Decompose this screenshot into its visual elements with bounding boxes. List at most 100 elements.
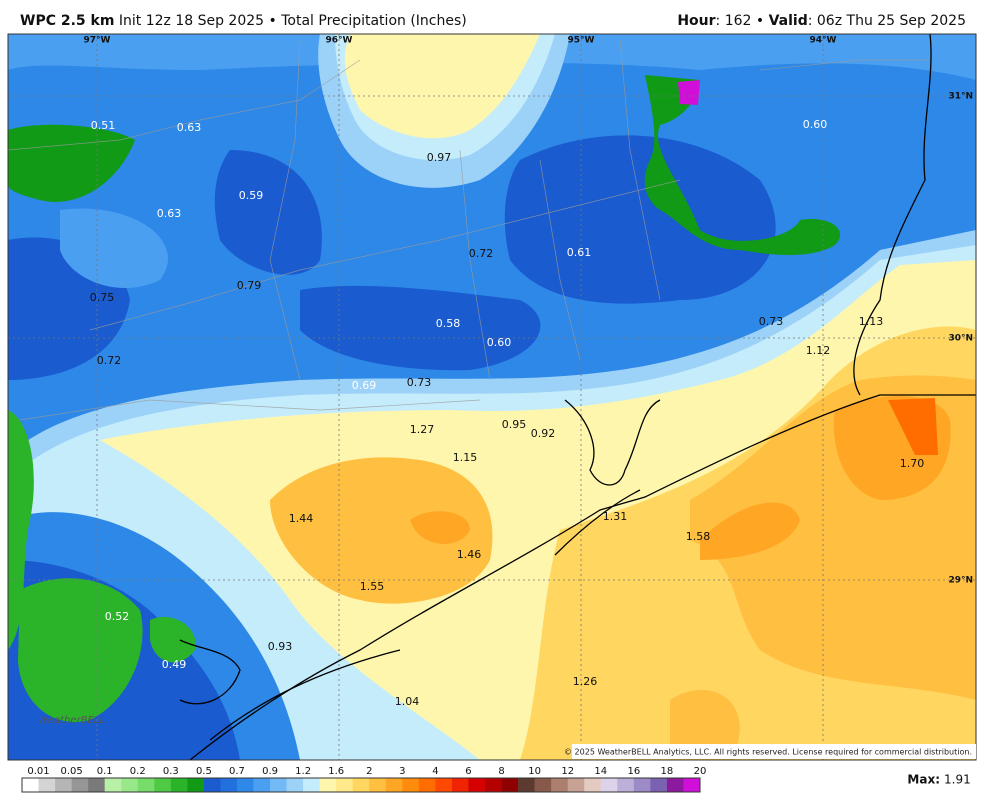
hour-label: Hour bbox=[677, 13, 715, 29]
header-right: Hour: 162 • Valid: 06z Thu 25 Sep 2025 bbox=[677, 13, 966, 29]
legend-swatch bbox=[121, 778, 139, 792]
map-field bbox=[8, 34, 976, 760]
latitude-label: 31°N bbox=[948, 92, 973, 102]
legend-swatch bbox=[203, 778, 221, 792]
title-bold: WPC 2.5 km bbox=[20, 13, 114, 29]
copyright-bg bbox=[572, 744, 976, 759]
precip-label: 1.70 bbox=[900, 457, 925, 470]
legend-swatch bbox=[600, 778, 618, 792]
legend-label: 0.3 bbox=[163, 766, 179, 777]
legend-label: 2 bbox=[366, 766, 372, 777]
precip-label: 1.58 bbox=[686, 530, 711, 543]
legend-label: 12 bbox=[561, 766, 574, 777]
legend-swatch bbox=[55, 778, 72, 792]
legend-swatch bbox=[154, 778, 172, 792]
legend-label: 1.2 bbox=[295, 766, 311, 777]
legend-label: 0.7 bbox=[229, 766, 245, 777]
precip-label: 0.63 bbox=[177, 121, 202, 134]
longitude-label: 97°W bbox=[84, 36, 111, 46]
legend-swatch bbox=[584, 778, 602, 792]
precip-label: 0.60 bbox=[803, 118, 828, 131]
precip-label: 0.79 bbox=[237, 279, 262, 292]
legend-swatch bbox=[683, 778, 701, 792]
legend-swatch bbox=[534, 778, 552, 792]
legend-label: 4 bbox=[432, 766, 438, 777]
precip-label: 1.12 bbox=[806, 344, 831, 357]
precip-label: 1.27 bbox=[410, 423, 435, 436]
precip-label: 0.73 bbox=[759, 315, 784, 328]
precip-label: 0.51 bbox=[91, 119, 116, 132]
precip-label: 1.46 bbox=[457, 548, 482, 561]
legend-label: 14 bbox=[594, 766, 607, 777]
legend-label: 3 bbox=[399, 766, 405, 777]
legend-swatch bbox=[468, 778, 486, 792]
longitude-label: 96°W bbox=[326, 36, 353, 46]
legend-swatch bbox=[303, 778, 320, 792]
legend-swatch bbox=[650, 778, 668, 792]
precip-label: 0.58 bbox=[436, 317, 461, 330]
precip-label: 1.26 bbox=[573, 675, 598, 688]
legend-label: 20 bbox=[694, 766, 707, 777]
valid-text: : 06z Thu 25 Sep 2025 bbox=[808, 13, 966, 29]
legend-label: 0.9 bbox=[262, 766, 278, 777]
header-left: WPC 2.5 km Init 12z 18 Sep 2025 • Total … bbox=[20, 13, 467, 29]
precip-label: 0.95 bbox=[502, 418, 527, 431]
precip-label: 0.72 bbox=[97, 354, 122, 367]
precip-label: 0.97 bbox=[427, 151, 452, 164]
legend-swatch bbox=[518, 778, 535, 792]
precip-label: 0.60 bbox=[487, 336, 512, 349]
legend-swatch bbox=[385, 778, 403, 792]
precip-label: 0.63 bbox=[157, 207, 182, 220]
legend-swatch bbox=[88, 778, 105, 792]
legend-label: 18 bbox=[661, 766, 674, 777]
legend-label: 0.05 bbox=[60, 766, 82, 777]
legend-label: 8 bbox=[498, 766, 504, 777]
legend-swatch bbox=[22, 778, 39, 792]
precip-label: 1.44 bbox=[289, 512, 314, 525]
legend-label: 1.6 bbox=[328, 766, 344, 777]
legend-label: 0.2 bbox=[130, 766, 146, 777]
map-frame bbox=[7, 33, 977, 761]
legend-swatch bbox=[551, 778, 569, 792]
hour-text: : 162 • bbox=[716, 13, 769, 29]
legend-swatch bbox=[402, 778, 420, 792]
valid-label: Valid bbox=[769, 13, 808, 29]
precip-label: 0.49 bbox=[162, 658, 187, 671]
latitude-label: 30°N bbox=[948, 334, 973, 344]
longitude-label: 95°W bbox=[568, 36, 595, 46]
legend-label: 10 bbox=[528, 766, 541, 777]
precip-label: 0.73 bbox=[407, 376, 432, 389]
logo: WeatherBELL bbox=[38, 715, 105, 726]
legend-swatch bbox=[104, 778, 122, 792]
precip-label: 0.92 bbox=[531, 427, 556, 440]
legend-swatch bbox=[137, 778, 155, 792]
precip-label: 1.31 bbox=[603, 510, 628, 523]
legend-swatch bbox=[319, 778, 337, 792]
precip-label: 1.55 bbox=[360, 580, 385, 593]
title-rest: Init 12z 18 Sep 2025 • Total Precipitati… bbox=[119, 13, 467, 29]
latitude-label: 29°N bbox=[948, 576, 973, 586]
legend-swatch bbox=[352, 778, 370, 792]
legend-swatch bbox=[270, 778, 287, 792]
legend-swatch bbox=[170, 778, 188, 792]
legend-swatch bbox=[336, 778, 354, 792]
legend-label: 16 bbox=[627, 766, 640, 777]
legend-swatch bbox=[220, 778, 238, 792]
legend-swatch bbox=[435, 778, 453, 792]
copyright: © 2025 WeatherBELL Analytics, LLC. All r… bbox=[564, 748, 972, 757]
legend-frame bbox=[21, 777, 701, 793]
legend-swatch bbox=[567, 778, 585, 792]
max-label: Max: bbox=[907, 773, 940, 787]
precip-label: 1.15 bbox=[453, 451, 478, 464]
coastline bbox=[179, 34, 976, 760]
legend-label: 0.5 bbox=[196, 766, 212, 777]
legend-swatch bbox=[253, 778, 271, 792]
legend-swatch bbox=[71, 778, 89, 792]
max-value: 1.91 bbox=[944, 773, 971, 787]
legend-swatch bbox=[633, 778, 651, 792]
legend-label: 6 bbox=[465, 766, 471, 777]
precip-label: 1.13 bbox=[859, 315, 884, 328]
legend-swatch bbox=[286, 778, 304, 792]
legend-swatch bbox=[666, 778, 684, 792]
graticule bbox=[8, 34, 976, 760]
